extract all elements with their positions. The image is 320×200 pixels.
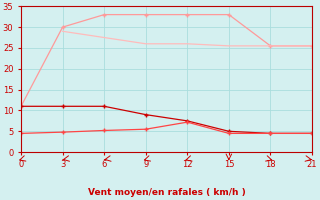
X-axis label: Vent moyen/en rafales ( km/h ): Vent moyen/en rafales ( km/h ) — [88, 188, 245, 197]
